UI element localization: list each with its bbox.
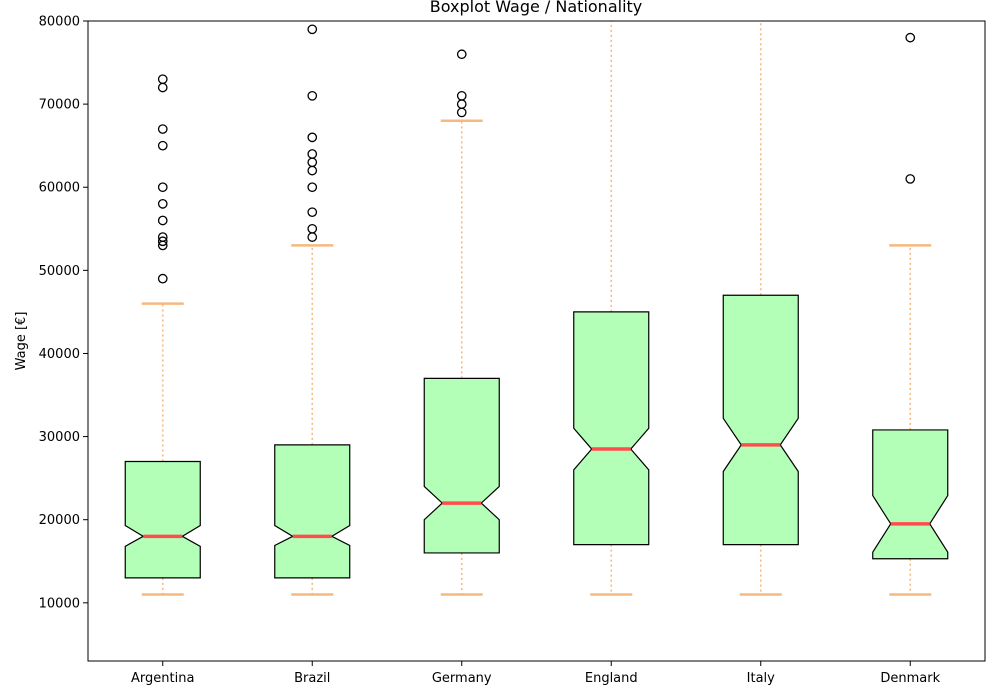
flier-point (456, 90, 467, 101)
box-group-england (573, 21, 650, 596)
flier-point (157, 182, 168, 193)
flier-point (307, 232, 318, 242)
y-axis: 10000 20000 30000 40000 50000 60000 70000 80000 (39, 15, 88, 611)
flier-point (307, 223, 318, 234)
flier-point (307, 132, 318, 143)
axes-frame (87, 20, 986, 662)
y-tick-label: 20000 (39, 513, 80, 528)
box-group-italy (722, 21, 799, 596)
flier-point (456, 99, 467, 109)
chart-title: Boxplot Wage / Nationality (430, 0, 643, 16)
y-tick-label: 60000 (39, 181, 80, 196)
box-group-argentina (124, 74, 201, 596)
flier-point (307, 165, 318, 176)
y-tick-label: 70000 (39, 98, 80, 113)
box-group-germany (423, 49, 500, 596)
x-tick-label: Denmark (880, 671, 940, 686)
box-group-denmark (872, 32, 949, 596)
flier-point (157, 82, 168, 93)
flier-point (157, 124, 168, 134)
y-tick-label: 10000 (39, 596, 80, 611)
x-tick-label: Germany (432, 671, 492, 686)
flier-point (456, 107, 467, 118)
box (423, 377, 500, 554)
x-tick-label: Argentina (131, 671, 194, 686)
y-axis-title: Wage [€] (14, 312, 29, 371)
flier-point (307, 157, 318, 168)
flier-point (307, 207, 318, 218)
flier-point (307, 182, 318, 193)
y-tick-label: 50000 (39, 264, 80, 279)
box-group-brazil (274, 24, 351, 596)
x-tick-label: England (585, 671, 638, 686)
flier-point (157, 273, 168, 284)
flier-point (456, 49, 467, 60)
flier-point (157, 199, 168, 209)
plot-area (124, 21, 949, 596)
flier-point (307, 149, 318, 159)
box (274, 444, 351, 579)
flier-point (157, 232, 168, 242)
y-tick-label: 30000 (39, 430, 80, 445)
box (872, 429, 949, 560)
flier-point (307, 24, 318, 35)
y-tick-label: 80000 (39, 15, 80, 30)
box (722, 294, 799, 546)
box (573, 311, 650, 546)
flier-point (157, 215, 168, 226)
flier-point (157, 236, 168, 247)
x-axis: Argentina Brazil Germany England Italy Denmar… (131, 661, 941, 686)
flier-point (157, 74, 168, 85)
x-tick-label: Brazil (294, 671, 330, 686)
flier-point (307, 90, 318, 101)
flier-point (905, 174, 916, 184)
flier-point (157, 140, 168, 151)
y-tick-label: 40000 (39, 347, 80, 362)
flier-point (905, 32, 916, 43)
box (124, 460, 201, 579)
x-tick-label: Italy (747, 671, 776, 686)
